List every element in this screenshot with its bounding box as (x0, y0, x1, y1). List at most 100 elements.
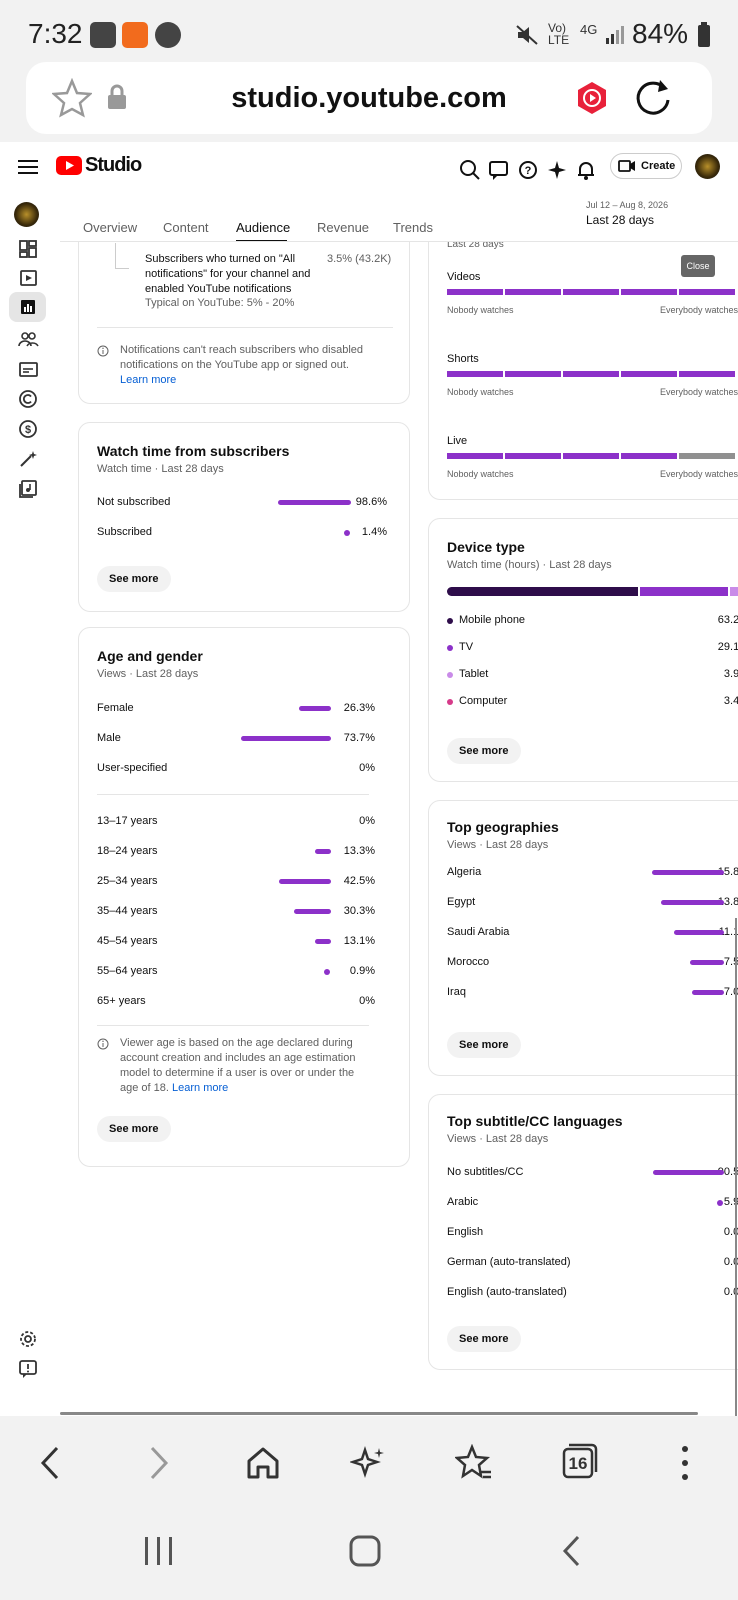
help-icon[interactable]: ? (514, 156, 542, 184)
forward-arrow-icon[interactable] (139, 1444, 177, 1482)
watch-segment (679, 371, 735, 377)
see-more-button[interactable]: See more (447, 1032, 521, 1058)
channel-avatar[interactable] (14, 202, 39, 227)
community-icon[interactable] (17, 328, 39, 350)
value-bar (315, 939, 331, 944)
watch-segment (621, 371, 677, 377)
watch-segment (447, 453, 503, 459)
browser-address-bar[interactable]: studio.youtube.com (26, 62, 712, 134)
video-camera-icon (618, 160, 635, 172)
menu-icon[interactable] (18, 158, 38, 176)
dashboard-icon[interactable] (17, 238, 39, 260)
row-value: 5.9% (723, 1196, 738, 1208)
sparkle-icon[interactable] (543, 156, 571, 184)
tab-overview[interactable]: Overview (83, 220, 138, 235)
nobody-watches-caption: Nobody watches (447, 469, 514, 479)
bar-row: Subscribed 1.4% (79, 526, 409, 542)
tab-revenue[interactable]: Revenue (317, 220, 370, 235)
customization-wand-icon[interactable] (17, 448, 39, 470)
content-watch-card: Last 28 days Close Videos Nobody watches E… (428, 242, 738, 500)
system-back-icon[interactable] (556, 1534, 590, 1568)
bar-row: 25–34 years 42.5% (79, 875, 409, 891)
everybody-watches-caption: Everybody watches (660, 305, 738, 315)
bar-row: 45–54 years 13.1% (79, 935, 409, 951)
value-dot (717, 1200, 723, 1206)
account-avatar[interactable] (695, 154, 720, 179)
audio-library-icon[interactable] (17, 478, 39, 500)
value-bar (241, 736, 331, 741)
subtitle-languages-card: Top subtitle/CC languages Views · Last 2… (428, 1094, 738, 1370)
earn-icon[interactable]: $ (17, 418, 39, 440)
create-button[interactable]: Create (610, 153, 682, 179)
reload-icon[interactable] (632, 76, 674, 118)
see-more-button[interactable]: See more (447, 738, 521, 764)
search-icon[interactable] (456, 156, 484, 184)
recent-apps-icon[interactable] (142, 1534, 176, 1568)
row-label: User-specified (97, 762, 168, 774)
subtitles-icon[interactable] (17, 358, 39, 380)
tab-content[interactable]: Content (163, 220, 209, 235)
studio-logo-text[interactable]: Studio (85, 154, 142, 176)
device-value: 3.9% (723, 668, 738, 680)
url-text[interactable]: studio.youtube.com (231, 82, 507, 114)
tab-audience[interactable]: Audience (236, 220, 291, 235)
watch-segment (679, 453, 735, 459)
see-more-button[interactable]: See more (97, 1116, 171, 1142)
see-more-button[interactable]: See more (447, 1326, 521, 1352)
close-tooltip-button[interactable]: Close (681, 255, 715, 277)
card-subtitle: Views · Last 28 days (447, 1133, 549, 1145)
ai-sparkle-icon[interactable] (350, 1444, 388, 1482)
device-stacked-bar (447, 587, 738, 596)
settings-gear-icon[interactable] (17, 1328, 39, 1350)
nav-analytics-active[interactable] (9, 292, 46, 322)
row-value: 0.0% (723, 1286, 738, 1298)
value-bar (689, 960, 724, 965)
tab-trends[interactable]: Trends (393, 220, 433, 235)
tree-line (115, 268, 129, 269)
copyright-icon[interactable] (17, 388, 39, 410)
card-title: Watch time from subscribers (97, 443, 290, 459)
content-icon[interactable] (17, 267, 39, 289)
bookmarks-icon[interactable] (455, 1444, 493, 1482)
notifications-bell-icon[interactable] (572, 156, 600, 184)
card-title: Top geographies (447, 819, 559, 835)
device-label: Mobile phone (459, 614, 526, 626)
horizontal-scrollbar[interactable] (60, 1412, 698, 1415)
device-value: 29.1% (717, 641, 738, 653)
feedback-icon[interactable] (17, 1358, 39, 1380)
tabs-button[interactable]: 16 (561, 1442, 599, 1480)
youtube-logo-icon[interactable] (56, 156, 82, 175)
row-label: Algeria (447, 866, 482, 878)
watch-segment (621, 289, 677, 295)
row-label: Morocco (447, 956, 490, 968)
bar-row: Egypt 13.8% (429, 896, 738, 912)
device-bar-segment (447, 587, 638, 596)
youtube-studio-app-icon[interactable] (574, 80, 610, 116)
content-area: Subscribers who turned on "All notificat… (60, 242, 738, 1416)
back-arrow-icon[interactable] (32, 1444, 70, 1482)
row-value: 42.5% (343, 875, 375, 887)
device-label: Computer (459, 695, 508, 707)
date-range-picker[interactable]: Jul 12 – Aug 8, 2026 Last 28 days (586, 200, 668, 227)
see-more-button[interactable]: See more (97, 566, 171, 592)
age-learn-more-link[interactable]: Learn more (172, 1082, 229, 1094)
bar-row: German (auto-translated) 0.0% (429, 1256, 738, 1272)
notifications-learn-more-link[interactable]: Learn more (120, 374, 177, 386)
device-label: Tablet (459, 668, 489, 680)
app-notification-icon (122, 22, 148, 48)
comments-icon[interactable] (485, 156, 513, 184)
vertical-scrollbar[interactable] (735, 918, 737, 1416)
more-options-icon[interactable] (666, 1444, 704, 1482)
device-label: TV (459, 641, 474, 653)
card-subtitle: Views · Last 28 days (447, 839, 549, 851)
notifications-card: Subscribers who turned on "All notificat… (78, 242, 410, 404)
value-dot (344, 530, 350, 536)
value-bar (652, 870, 724, 875)
svg-text:$: $ (25, 424, 31, 436)
watch-segment (563, 289, 619, 295)
date-range-label: Last 28 days (586, 213, 655, 227)
bookmark-star-icon[interactable] (52, 78, 92, 118)
home-button-icon[interactable] (348, 1534, 382, 1568)
notifications-item-value: 3.5% (43.2K) (327, 253, 392, 265)
home-icon[interactable] (244, 1444, 282, 1482)
